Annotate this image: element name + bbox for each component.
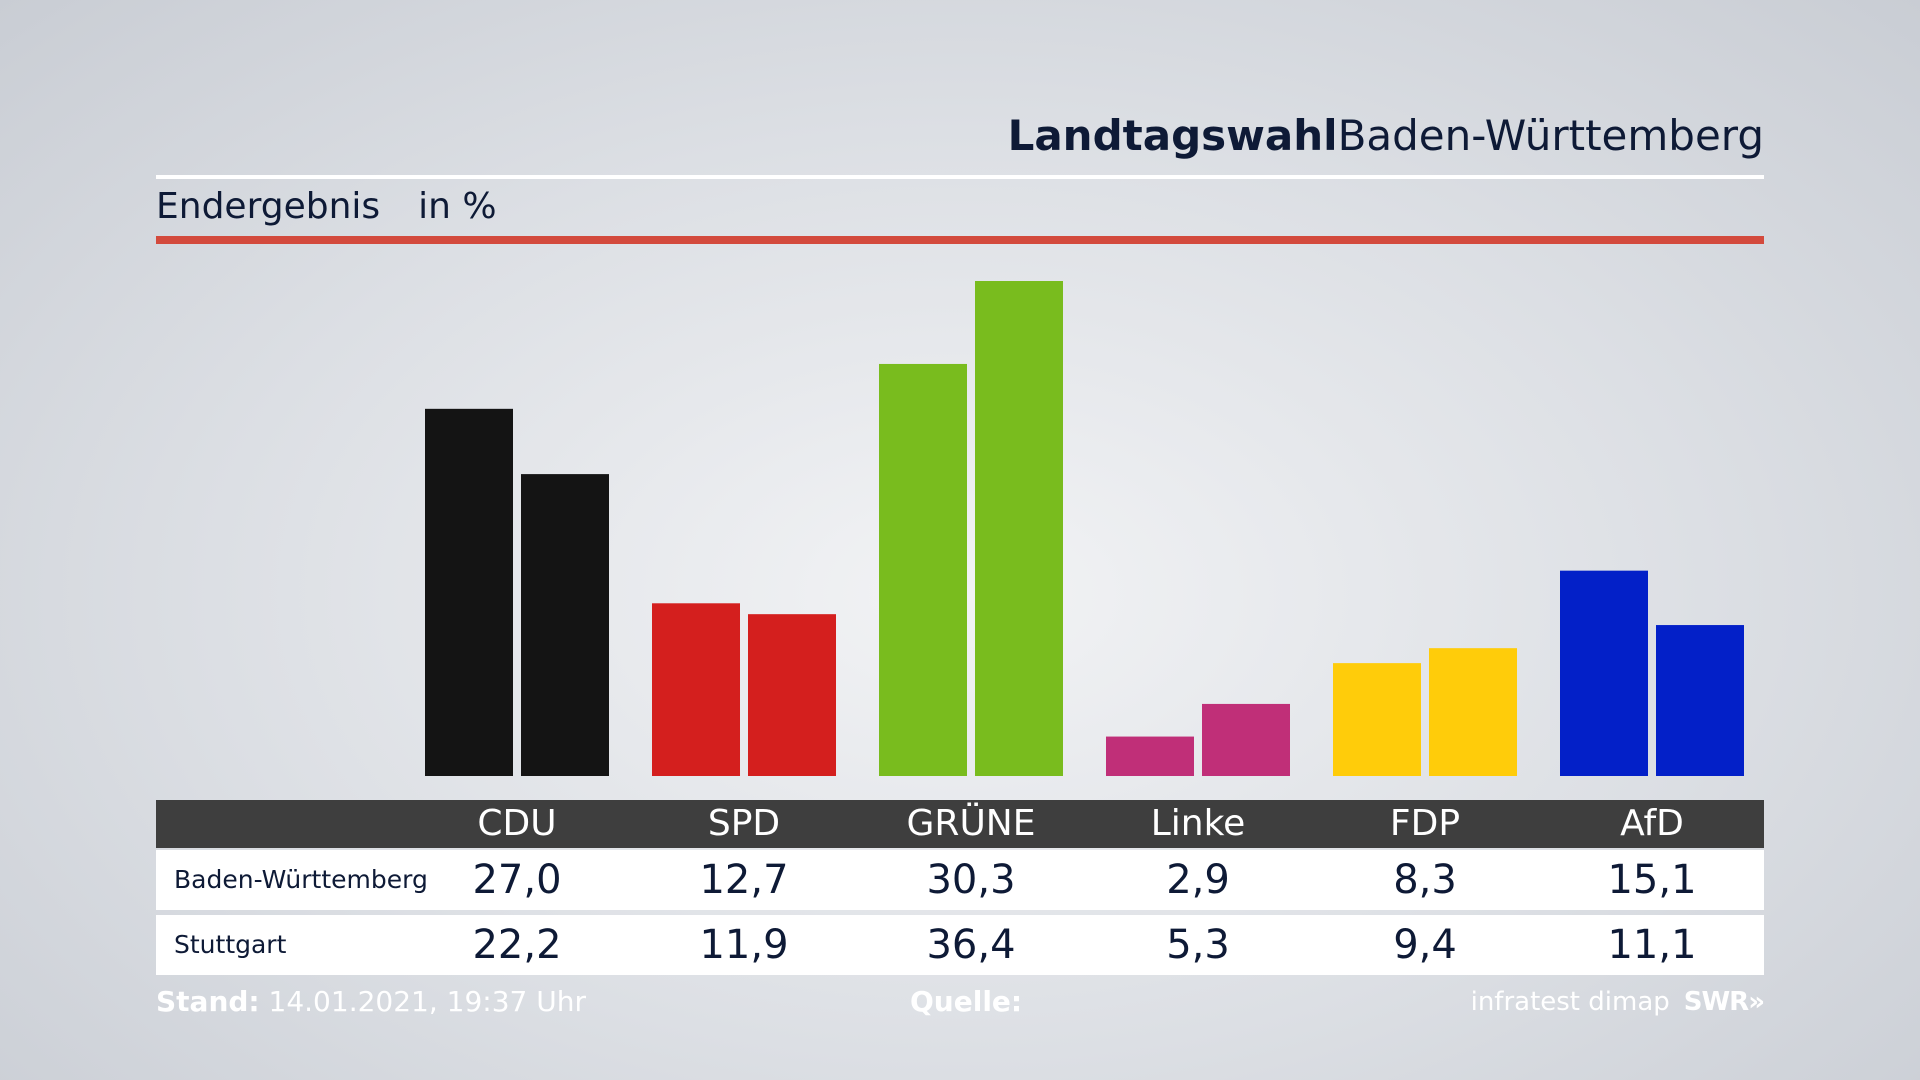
bar-spd-bw — [652, 603, 740, 776]
table-row: Baden-Württemberg 27,0 12,7 30,3 2,9 8,3… — [156, 850, 1764, 910]
swr-logo: SWR» — [1683, 987, 1765, 1017]
bar-afd-stuttgart — [1656, 625, 1744, 776]
value-cell: 11,1 — [1607, 922, 1697, 968]
accent-rule — [156, 236, 1764, 244]
bar-fdp-bw — [1333, 663, 1421, 776]
header-afd: AfD — [1620, 803, 1684, 844]
value-cell: 5,3 — [1166, 922, 1230, 968]
quelle-label: Quelle: — [910, 985, 1023, 1018]
bar-cdu-stuttgart — [521, 474, 609, 776]
title-region: Baden-Württemberg — [1337, 111, 1764, 160]
subtitle: Endergebnis in % — [156, 184, 497, 230]
row-label: Stuttgart — [174, 930, 287, 959]
row-label: Baden-Württemberg — [174, 865, 428, 894]
value-cell: 36,4 — [926, 922, 1016, 968]
bar-linke-bw — [1106, 736, 1194, 776]
bar-grüne-bw — [879, 363, 967, 776]
source-text: infratest dimap — [1470, 987, 1670, 1017]
value-cell: 22,2 — [472, 922, 562, 968]
bar-cdu-bw — [425, 408, 513, 776]
header-spd: SPD — [707, 803, 781, 844]
value-cell: 9,4 — [1393, 922, 1457, 968]
value-cell: 8,3 — [1393, 857, 1457, 903]
header-gruene: GRÜNE — [906, 803, 1036, 844]
header-cdu: CDU — [477, 803, 557, 844]
chart-title: LandtagswahlBaden-Württemberg — [156, 108, 1764, 164]
bar-grüne-stuttgart — [975, 281, 1063, 776]
stand-label: Stand: — [156, 985, 260, 1018]
header-linke: Linke — [1150, 803, 1246, 844]
bar-fdp-stuttgart — [1429, 648, 1517, 776]
value-cell: 2,9 — [1166, 857, 1230, 903]
title-bold: Landtagswahl — [1007, 111, 1338, 160]
value-cell: 11,9 — [699, 922, 789, 968]
table-row: Stuttgart 22,2 11,9 36,4 5,3 9,4 11,1 — [156, 915, 1764, 975]
table-header: CDU SPD GRÜNE Linke FDP AfD — [156, 800, 1764, 848]
value-cell: 15,1 — [1607, 857, 1697, 903]
stand-value: 14.01.2021, 19:37 Uhr — [268, 985, 586, 1018]
source-label: Quelle: — [910, 982, 1022, 1022]
value-cell: 27,0 — [472, 857, 562, 903]
bar-spd-stuttgart — [748, 614, 836, 776]
bar-afd-bw — [1560, 570, 1648, 776]
subtitle-text: Endergebnis — [156, 186, 381, 227]
timestamp: Stand: 14.01.2021, 19:37 Uhr — [156, 982, 586, 1022]
header-fdp: FDP — [1389, 803, 1461, 844]
bar-linke-stuttgart — [1202, 703, 1290, 776]
value-cell: 12,7 — [699, 857, 789, 903]
value-cell: 30,3 — [926, 857, 1016, 903]
title-divider — [156, 175, 1764, 179]
unit-label: in % — [418, 186, 497, 227]
source-credit: infratest dimap SWR» — [1470, 982, 1765, 1022]
